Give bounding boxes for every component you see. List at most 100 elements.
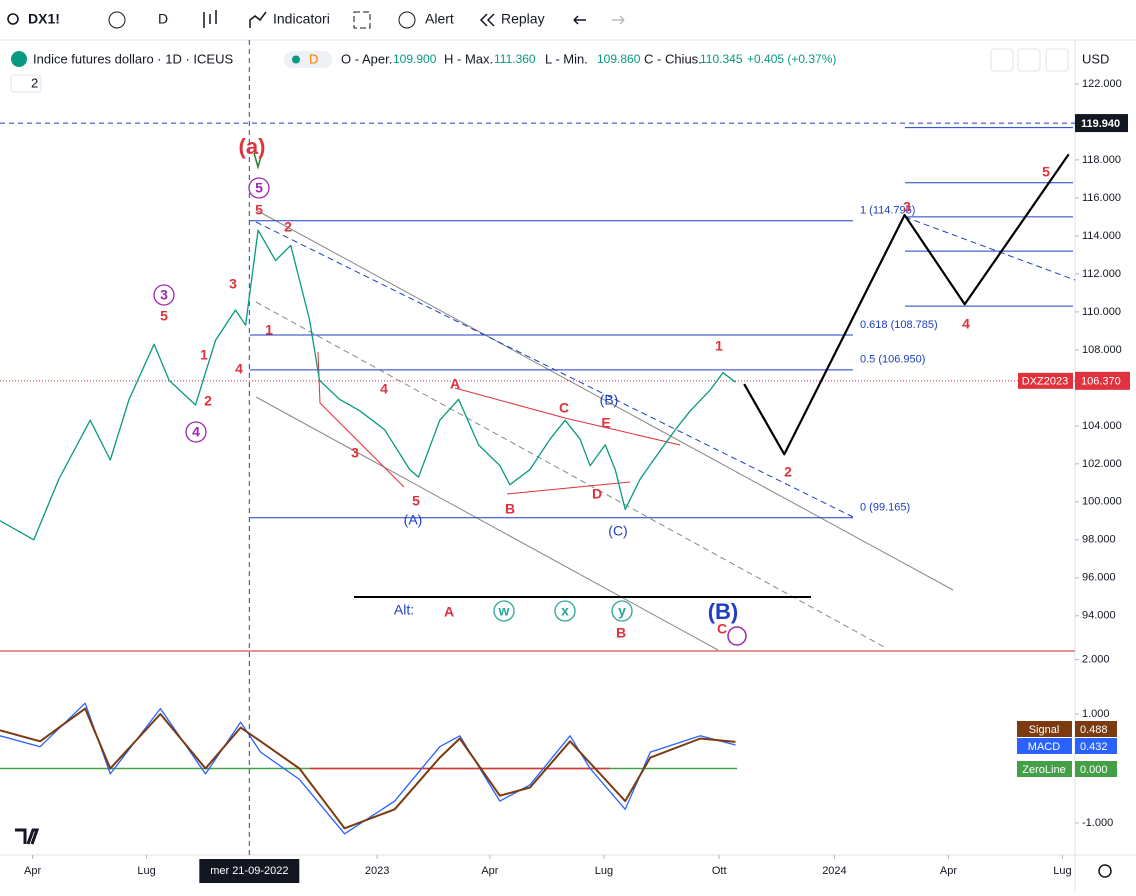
wave-label: A	[444, 604, 454, 620]
wave-label: C	[717, 621, 727, 637]
y-tick-label: 112.000	[1082, 268, 1121, 280]
low-value: 109.860	[597, 52, 641, 66]
crosshair-badge	[199, 859, 300, 883]
badge-name-box	[1017, 761, 1072, 777]
wave-label: 4	[235, 361, 243, 377]
plot: 122.000118.000116.000114.000112.000110.0…	[0, 40, 1130, 883]
x-tick-label: Lug	[595, 865, 613, 877]
wave-label: (B)	[708, 599, 739, 624]
y-tick-label: 114.000	[1082, 230, 1121, 242]
autoscale-button[interactable]	[1017, 48, 1041, 72]
high-value: 111.360	[494, 52, 536, 66]
wave-label: E	[601, 415, 610, 431]
badge-value: 0.488	[1080, 724, 1108, 736]
badge-name: ZeroLine	[1022, 764, 1065, 776]
y-tick-label: 110.000	[1082, 306, 1121, 318]
x-tick-label: Apr	[481, 865, 498, 877]
y-tick-label: 94.000	[1082, 610, 1116, 622]
wave-label: w	[498, 603, 510, 619]
y-tick-label: 2.000	[1082, 654, 1110, 666]
add-icon[interactable]	[108, 11, 126, 29]
badge-value-box	[1075, 721, 1117, 737]
wave-label: 3	[351, 445, 359, 461]
indicators[interactable]: Indicatori	[273, 11, 330, 27]
wave-label: (a)	[239, 134, 266, 159]
y-tick-label: 1.000	[1082, 708, 1110, 720]
channel-line	[255, 396, 719, 651]
settings-icon[interactable]	[1098, 864, 1112, 878]
open-label: O - Aper.	[341, 51, 392, 66]
series-line	[0, 707, 736, 830]
wave-label: 4	[380, 381, 388, 397]
replay-icon[interactable]	[479, 13, 495, 27]
level-badge-label: 119.940	[1081, 118, 1120, 130]
panes-count[interactable]: 2	[31, 75, 38, 90]
flash-icon	[727, 626, 747, 646]
wave-label: A	[450, 376, 460, 392]
alert[interactable]: Alert	[425, 11, 454, 27]
wave-circle	[611, 600, 633, 622]
fib-label: 1 (114.795)	[860, 205, 915, 217]
wave-arrow	[253, 152, 263, 170]
wave-label: (C)	[608, 523, 627, 539]
x-tick-label: 2023	[365, 865, 389, 877]
wave-label: 5	[160, 308, 168, 324]
close-label: C - Chius.	[644, 51, 702, 66]
close-value: 110.345	[700, 52, 743, 66]
undo[interactable]	[573, 15, 586, 25]
bars-icon[interactable]	[203, 10, 217, 28]
last-price-label: 106.370	[1081, 376, 1121, 388]
currency[interactable]: USD	[1082, 51, 1109, 66]
alert-icon[interactable]	[398, 11, 416, 29]
y-tick-label: -1.000	[1082, 817, 1113, 829]
wave-label: 5	[255, 202, 263, 218]
drawings	[15, 152, 1112, 878]
badge-name: Signal	[1029, 724, 1060, 736]
crosshair-label: mer 21-09-2022	[210, 865, 288, 877]
y-tick-label: 96.000	[1082, 572, 1116, 584]
panes-button[interactable]	[10, 74, 42, 93]
change: +0.405 (+0.37%)	[747, 52, 836, 66]
wave-label: 5	[1042, 164, 1050, 180]
wave-circle	[248, 177, 270, 199]
replay[interactable]: Replay	[501, 11, 545, 27]
wave-label: 4	[192, 424, 200, 440]
wave-label: 2	[284, 219, 292, 235]
interval[interactable]: D	[158, 11, 168, 27]
legend-header: Indice futures dollaro · 1D · ICEUS D O …	[10, 48, 1109, 93]
x-tick-label: Apr	[24, 865, 41, 877]
status-dot	[292, 55, 300, 64]
channel-line-blue	[904, 216, 1076, 281]
wave-label: 4	[962, 316, 970, 332]
indicators-icon[interactable]	[249, 11, 267, 28]
redo[interactable]	[612, 15, 625, 25]
badge-value: 0.000	[1080, 764, 1108, 776]
open-value: 109.900	[393, 52, 437, 66]
x-tick-label: Lug	[1053, 865, 1071, 877]
symbol[interactable]: DX1!	[28, 11, 60, 27]
chart-title: Indice futures dollaro · 1D · ICEUS	[33, 51, 233, 66]
badge-value-box	[1075, 738, 1117, 754]
wave-label: Alt:	[394, 602, 414, 618]
series-line	[743, 153, 1070, 456]
fullscreen-button[interactable]	[1045, 48, 1069, 72]
level-badge	[1075, 114, 1128, 133]
wave-label: 5	[255, 180, 263, 196]
x-tick-label: Lug	[137, 865, 155, 877]
y-tick-label: 116.000	[1082, 192, 1121, 204]
badge-name-box	[1017, 721, 1072, 737]
wave-label: (B)	[600, 392, 619, 408]
wave-label: 1	[715, 338, 723, 354]
badge-name: MACD	[1028, 741, 1060, 753]
search-icon[interactable]	[7, 13, 19, 25]
wave-label: B	[616, 625, 626, 641]
x-tick-label: Apr	[940, 865, 957, 877]
y-tick-label: 98.000	[1082, 534, 1116, 546]
wave-label: y	[618, 603, 626, 619]
wedge	[317, 351, 405, 488]
scroll-button[interactable]	[990, 48, 1014, 72]
layout-icon[interactable]	[353, 11, 371, 29]
wave-label: 3	[903, 199, 911, 215]
